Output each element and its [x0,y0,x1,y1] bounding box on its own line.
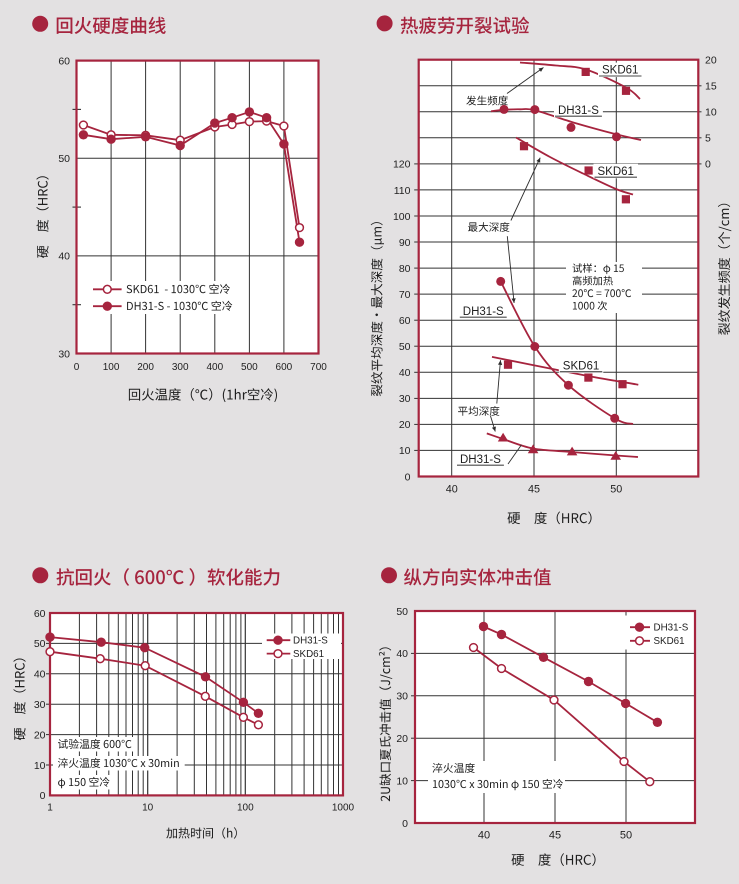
svg-text:DH31-S: DH31-S [293,636,328,647]
svg-text:0: 0 [402,818,408,830]
svg-text:0: 0 [405,471,411,483]
svg-text:40: 40 [396,648,408,660]
svg-text:45: 45 [549,830,561,842]
svg-text:60: 60 [58,55,70,67]
svg-text:50: 50 [34,638,46,650]
svg-text:40: 40 [478,830,490,842]
svg-text:70: 70 [399,289,411,301]
svg-text:1000: 1000 [332,803,355,814]
svg-text:45: 45 [528,484,540,496]
svg-text:5: 5 [705,133,711,145]
svg-text:80: 80 [399,263,411,275]
svg-text:15: 15 [705,81,717,93]
svg-text:30: 30 [399,393,411,405]
svg-text:30: 30 [34,699,46,711]
svg-text:50: 50 [620,830,632,842]
svg-text:0: 0 [705,159,711,171]
svg-text:30: 30 [58,348,70,360]
svg-text:DH31-S: DH31-S [654,623,689,634]
svg-text:10: 10 [142,803,154,814]
svg-text:40: 40 [58,251,70,263]
svg-text:20: 20 [399,419,411,431]
svg-text:30: 30 [396,691,408,703]
svg-text:DH31-S: DH31-S [460,454,501,466]
svg-text:60: 60 [399,315,411,327]
svg-text:50: 50 [396,606,408,618]
svg-text:100: 100 [393,211,411,223]
svg-text:120: 120 [393,159,411,171]
svg-text:10: 10 [399,445,411,457]
svg-text:DH31-S: DH31-S [463,306,504,318]
svg-text:20: 20 [705,55,717,67]
svg-text:100: 100 [237,803,254,814]
svg-text:500: 500 [241,362,258,373]
svg-text:20: 20 [396,733,408,745]
svg-text:10: 10 [34,760,46,772]
svg-text:50: 50 [610,484,622,496]
svg-text:110: 110 [394,185,411,197]
svg-text:SKD61: SKD61 [654,636,685,647]
svg-text:10: 10 [705,107,717,119]
svg-text:SKD61: SKD61 [602,65,638,77]
svg-text:DH31-S: DH31-S [558,105,599,117]
svg-text:600: 600 [276,362,293,373]
svg-text:300: 300 [172,362,189,373]
svg-text:40: 40 [34,669,46,681]
svg-text:SKD61: SKD61 [563,360,599,372]
svg-text:100: 100 [103,362,120,373]
svg-text:700: 700 [310,362,327,373]
svg-text:SKD61: SKD61 [293,649,324,660]
svg-text:0: 0 [74,362,80,373]
svg-text:0: 0 [40,790,46,802]
svg-text:60: 60 [34,608,46,620]
svg-text:1: 1 [47,803,53,814]
svg-text:40: 40 [446,484,458,496]
svg-text:200: 200 [137,362,154,373]
svg-text:400: 400 [206,362,223,373]
svg-text:50: 50 [399,341,411,353]
svg-text:90: 90 [399,237,411,249]
svg-text:50: 50 [58,153,70,165]
svg-text:SKD61: SKD61 [598,166,634,178]
svg-text:20: 20 [34,729,46,741]
svg-text:40: 40 [399,367,411,379]
svg-text:10: 10 [396,775,408,787]
